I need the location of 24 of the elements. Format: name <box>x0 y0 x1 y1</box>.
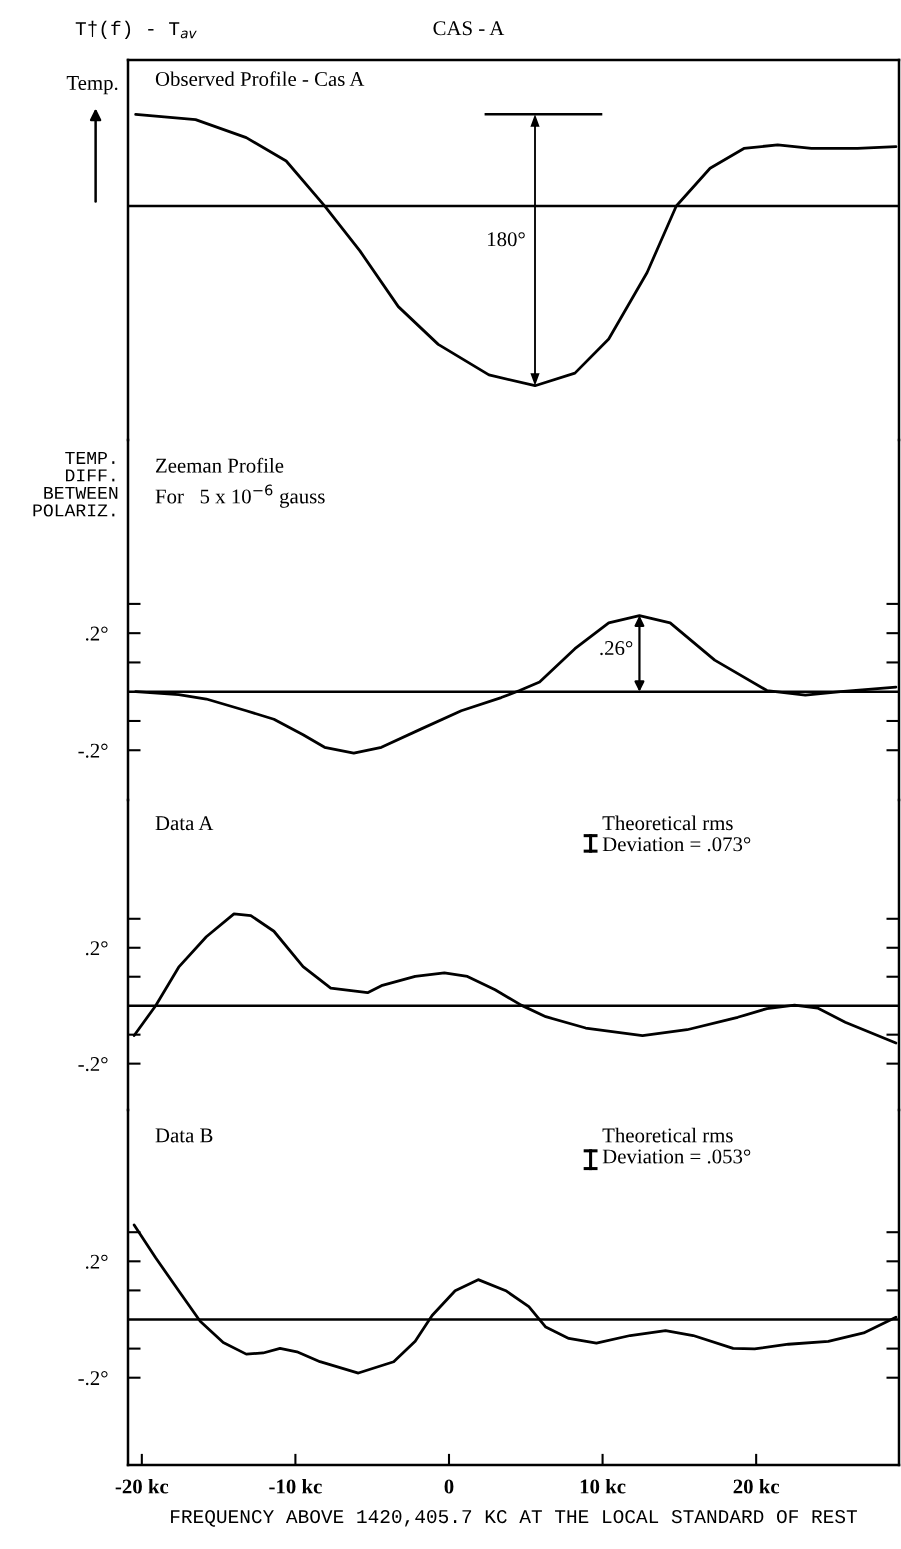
x-tick-label: -10 kc <box>269 1478 322 1494</box>
y-tick-label: -.2° <box>78 1057 108 1072</box>
annotation: 180° <box>488 232 525 247</box>
annotation: .26° <box>600 641 633 656</box>
text: Data A <box>155 816 214 831</box>
x-tick-label: 10 kc <box>580 1478 626 1494</box>
y-tick-label: .2° <box>85 941 108 956</box>
y-axis-title: Temp. <box>66 76 118 95</box>
chart-title: CAS - A <box>433 21 505 36</box>
text: T†(f) - T$_{av}$ <box>75 20 197 39</box>
annotation: Theoretical rms Deviation = .073° <box>602 815 751 852</box>
y-tick-label: -.2° <box>78 1371 108 1386</box>
text: Data B <box>155 1128 213 1143</box>
y-tick-label: .2° <box>85 626 108 641</box>
x-tick-label: -20 kc <box>115 1478 169 1494</box>
x-tick-label: 0 <box>444 1479 454 1494</box>
y-axis-title: TEMP. DIFF. BETWEEN POLARIZ. <box>33 451 118 517</box>
x-axis-title: FREQUENCY ABOVE 1420,405.7 KC AT THE LOCAL STANDARD OF REST <box>171 1509 857 1527</box>
x-tick-label: 20 kc <box>733 1478 780 1494</box>
y-tick-label: -.2° <box>78 743 108 758</box>
text: Zeeman Profile For 5 x 10$^{−6}$ gauss <box>155 457 325 508</box>
y-tick-label: .2° <box>85 1254 108 1269</box>
chart-subtitle: Observed Profile - Cas A <box>155 71 365 87</box>
annotation: Theoretical rms Deviation = .053° <box>602 1127 751 1164</box>
